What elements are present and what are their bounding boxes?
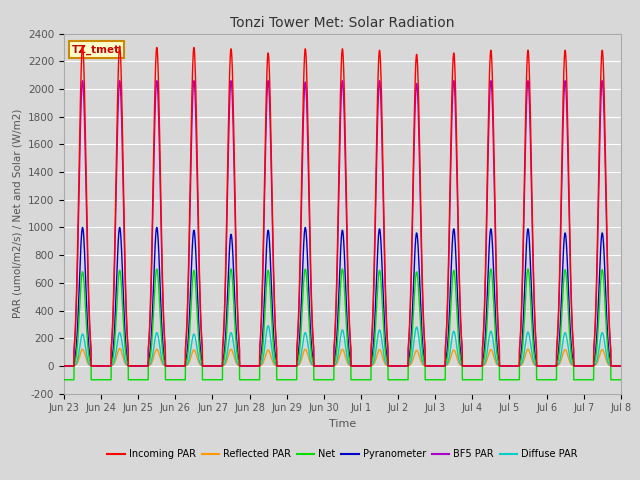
- Y-axis label: PAR (umol/m2/s) / Net and Solar (W/m2): PAR (umol/m2/s) / Net and Solar (W/m2): [12, 109, 22, 318]
- Text: TZ_tmet: TZ_tmet: [72, 44, 120, 55]
- Legend: Incoming PAR, Reflected PAR, Net, Pyranometer, BF5 PAR, Diffuse PAR: Incoming PAR, Reflected PAR, Net, Pyrano…: [104, 445, 581, 463]
- Title: Tonzi Tower Met: Solar Radiation: Tonzi Tower Met: Solar Radiation: [230, 16, 454, 30]
- X-axis label: Time: Time: [329, 419, 356, 429]
